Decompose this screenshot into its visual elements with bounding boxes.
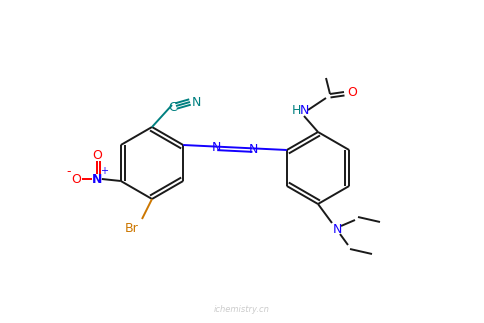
Text: N: N xyxy=(91,172,102,185)
Text: Br: Br xyxy=(125,222,139,234)
Text: N: N xyxy=(299,103,309,117)
Text: H: H xyxy=(291,103,301,117)
Text: O: O xyxy=(347,86,357,99)
Text: O: O xyxy=(92,149,102,162)
Text: N: N xyxy=(212,141,221,154)
Text: -: - xyxy=(67,165,71,179)
Text: +: + xyxy=(100,166,108,176)
Text: O: O xyxy=(71,172,81,185)
Text: N: N xyxy=(191,96,201,109)
Text: N: N xyxy=(333,223,342,235)
Text: N: N xyxy=(249,143,258,156)
Text: C: C xyxy=(168,100,177,113)
Text: ichemistry.cn: ichemistry.cn xyxy=(214,306,270,315)
